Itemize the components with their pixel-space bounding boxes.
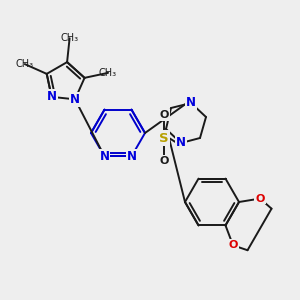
Text: O: O <box>228 240 238 250</box>
Text: N: N <box>70 93 80 106</box>
Text: N: N <box>127 150 136 163</box>
Text: O: O <box>255 194 265 204</box>
Text: N: N <box>100 150 110 163</box>
Text: N: N <box>46 90 57 104</box>
Text: N: N <box>186 97 196 110</box>
Text: S: S <box>159 131 169 145</box>
Text: N: N <box>176 136 186 149</box>
Text: CH₃: CH₃ <box>16 59 34 69</box>
Text: O: O <box>159 110 169 120</box>
Text: CH₃: CH₃ <box>99 68 117 78</box>
Text: CH₃: CH₃ <box>61 33 79 43</box>
Text: O: O <box>159 156 169 166</box>
